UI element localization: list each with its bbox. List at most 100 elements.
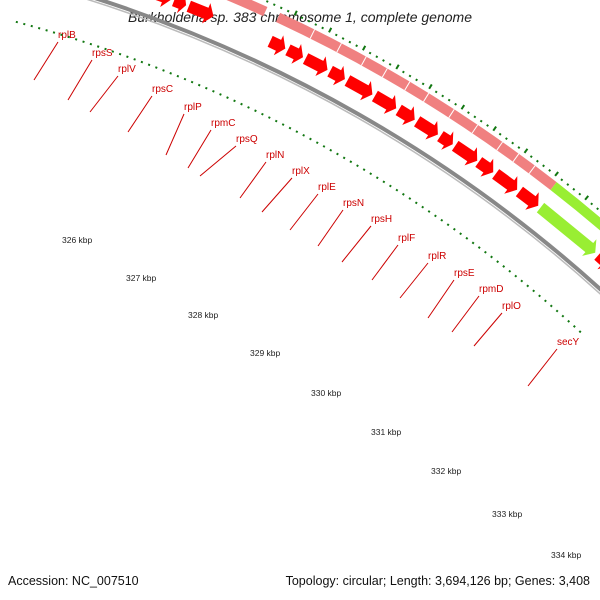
leader-line xyxy=(289,193,319,231)
gene-label-rplP: rplP xyxy=(184,102,202,113)
gene-label-rpsH: rpsH xyxy=(371,214,392,225)
gene-label-rpsS: rpsS xyxy=(92,48,113,59)
scale-tick xyxy=(309,137,312,141)
scale-tick xyxy=(133,58,136,61)
scale-label: 328 kbp xyxy=(188,310,219,320)
scale-tick xyxy=(375,176,379,180)
scale-tick xyxy=(226,96,229,99)
scale-tick xyxy=(15,20,19,24)
outer-tick xyxy=(554,171,559,177)
leader-line xyxy=(341,225,372,263)
scale-tick xyxy=(549,304,553,308)
scale-tick xyxy=(408,197,412,200)
outer-tick xyxy=(505,137,508,141)
backbone-shadow xyxy=(86,0,600,295)
gene-label-rplX: rplX xyxy=(292,166,310,177)
gene-label-secY: secY xyxy=(557,337,580,348)
leader-line xyxy=(261,177,293,213)
leader-line xyxy=(127,95,153,133)
scale-tick xyxy=(356,164,359,168)
leader-line xyxy=(427,279,455,319)
scale-label: 330 kbp xyxy=(311,388,342,398)
gene-arrow xyxy=(414,116,438,140)
scale-label: 331 kbp xyxy=(371,427,402,437)
outer-tick xyxy=(454,102,457,106)
label-leader-lines xyxy=(33,41,558,387)
scale-tick xyxy=(514,274,518,278)
gene-label-rpmD: rpmD xyxy=(479,284,503,295)
gene-label-rpsE: rpsE xyxy=(454,268,475,279)
scale-tick xyxy=(176,74,180,78)
scale-tick xyxy=(471,241,475,245)
scale-tick xyxy=(395,188,399,192)
leader-line xyxy=(67,59,93,101)
scale-tick xyxy=(111,50,115,53)
scale-tick xyxy=(459,232,463,236)
outer-tick xyxy=(388,62,392,66)
outer-tick xyxy=(395,64,400,70)
scale-tick xyxy=(23,22,26,26)
scale-tick xyxy=(477,246,481,249)
scale-tick xyxy=(30,24,33,28)
outer-tick xyxy=(293,10,298,16)
outer-tick xyxy=(286,9,290,13)
scale-tick xyxy=(140,60,144,64)
leader-line xyxy=(89,75,119,113)
scale-tick xyxy=(342,156,346,160)
leader-line xyxy=(451,295,480,333)
scale-tick xyxy=(532,289,536,293)
gene-arrow xyxy=(327,65,345,86)
outer-tick xyxy=(334,33,338,37)
outer-tick xyxy=(375,55,379,59)
scale-tick xyxy=(254,109,257,113)
genome-summary: Topology: circular; Length: 3,694,126 bp… xyxy=(285,574,590,588)
gene-label-rplN: rplN xyxy=(266,150,284,161)
scale-label: 332 kbp xyxy=(431,466,462,476)
outer-tick xyxy=(596,207,599,211)
scale-tick xyxy=(572,325,576,328)
scale-tick xyxy=(336,152,339,156)
scale-tick xyxy=(362,168,366,172)
scale-tick xyxy=(126,55,129,59)
outer-tick xyxy=(566,183,570,186)
outer-tick xyxy=(368,51,372,55)
scale-tick xyxy=(349,160,353,164)
gene-label-rplO: rplO xyxy=(502,301,521,312)
outer-tick xyxy=(492,125,497,132)
backbone-track xyxy=(86,0,600,295)
scale-tick xyxy=(401,192,405,196)
scale-tick xyxy=(490,255,493,259)
gene-arrow-track xyxy=(155,0,600,270)
scale-tick xyxy=(89,42,93,46)
outer-tick xyxy=(529,155,533,159)
scale-tick xyxy=(452,227,456,231)
leader-line xyxy=(317,209,344,247)
gene-arrow xyxy=(172,0,187,14)
gene-arrow xyxy=(186,0,214,24)
outer-tick xyxy=(265,0,269,3)
gene-label-rpsQ: rpsQ xyxy=(236,134,258,145)
band-separator xyxy=(381,68,388,78)
scale-tick xyxy=(96,45,100,48)
scale-tick xyxy=(561,314,565,318)
outer-tick xyxy=(479,119,483,123)
outer-tick xyxy=(382,59,385,62)
leader-line xyxy=(33,41,59,81)
scale-tick xyxy=(483,250,487,254)
scale-tick xyxy=(204,86,208,90)
outer-tick xyxy=(300,16,304,20)
gene-label-rpsC: rpsC xyxy=(152,84,173,95)
leader-line xyxy=(473,312,503,347)
scale-tick xyxy=(240,102,243,106)
outer-tick-marks xyxy=(265,0,599,211)
scale-tick xyxy=(162,69,165,72)
outer-tick xyxy=(523,148,529,154)
scale-tick xyxy=(388,184,392,188)
scale-tick xyxy=(421,205,425,209)
scale-tick xyxy=(281,123,285,126)
scale-tick xyxy=(315,141,319,145)
scale-tick xyxy=(219,93,222,96)
scale-ticks xyxy=(15,20,582,334)
outer-tick xyxy=(542,164,545,168)
